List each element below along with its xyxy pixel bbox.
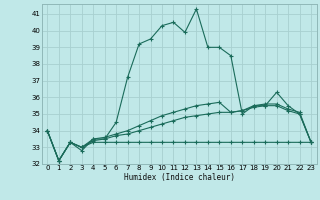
- X-axis label: Humidex (Indice chaleur): Humidex (Indice chaleur): [124, 173, 235, 182]
